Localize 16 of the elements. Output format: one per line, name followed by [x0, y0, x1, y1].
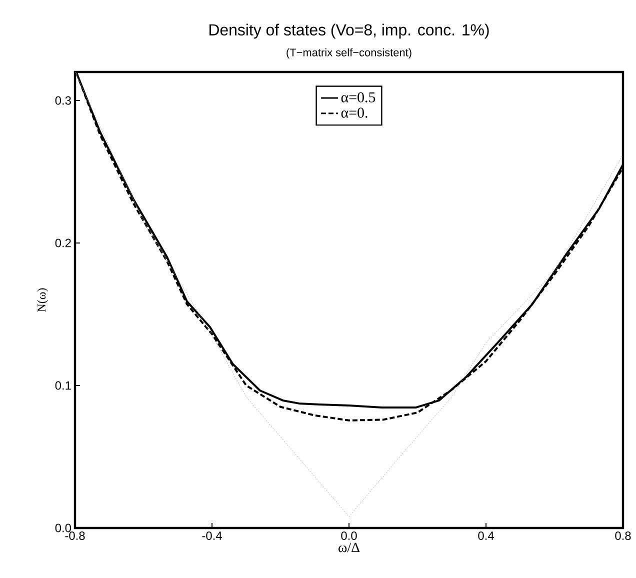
x-tick-label: -0.4: [202, 532, 222, 540]
y-tick-label: 0.0: [55, 524, 72, 532]
x-axis-title: ω/Δ: [338, 542, 360, 552]
chart-subtitle: (T−matrix self−consistent): [286, 48, 412, 59]
line-series: [75, 72, 623, 517]
x-tick-label: 0.0: [341, 532, 357, 540]
y-tick-label: 0.2: [55, 238, 71, 248]
x-tick-label: 0.4: [478, 532, 494, 540]
legend-label: α=0.: [341, 108, 368, 118]
chart-title: Density of states (Vo=8, imp. conc. 1%): [210, 24, 489, 39]
y-tick-label: 0.3: [55, 96, 71, 105]
y-axis-title: N(ω): [37, 288, 48, 312]
x-tick-label: -0.8: [65, 532, 85, 540]
legend-label: α=0.5: [341, 92, 376, 102]
y-tick-label: 0.1: [55, 381, 71, 390]
x-tick-label: 0.8: [615, 532, 631, 540]
